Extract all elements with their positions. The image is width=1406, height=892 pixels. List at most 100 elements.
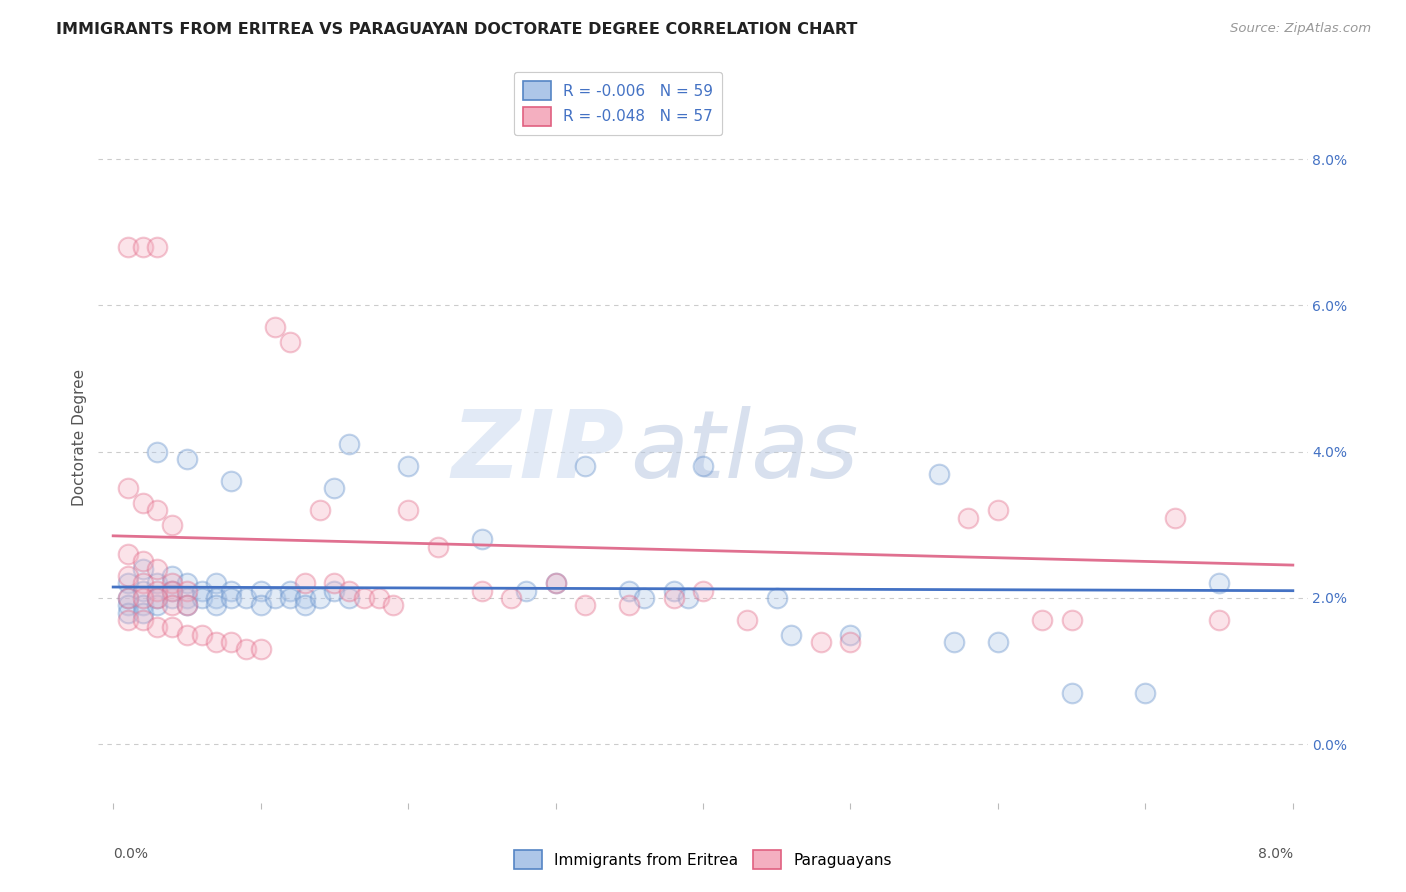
Point <box>160 576 183 591</box>
Point <box>131 240 153 254</box>
Point <box>117 240 139 254</box>
Point <box>131 576 153 591</box>
Point <box>574 459 596 474</box>
Point <box>146 599 169 613</box>
Point <box>176 576 198 591</box>
Point <box>235 591 257 605</box>
Point <box>219 583 242 598</box>
Point <box>176 583 198 598</box>
Y-axis label: Doctorate Degree: Doctorate Degree <box>72 368 87 506</box>
Point <box>249 583 271 598</box>
Text: 8.0%: 8.0% <box>1258 847 1294 861</box>
Point <box>131 583 153 598</box>
Point <box>337 583 360 598</box>
Point <box>633 591 655 605</box>
Point <box>1135 686 1157 700</box>
Point <box>131 613 153 627</box>
Point <box>692 459 714 474</box>
Point <box>323 481 346 495</box>
Point <box>160 583 183 598</box>
Point <box>176 452 198 467</box>
Point <box>1208 613 1230 627</box>
Point <box>382 599 405 613</box>
Point <box>987 503 1010 517</box>
Point <box>176 599 198 613</box>
Point <box>219 474 242 488</box>
Point <box>942 635 965 649</box>
Point <box>544 576 567 591</box>
Point <box>146 576 169 591</box>
Point <box>146 591 169 605</box>
Point <box>353 591 375 605</box>
Point <box>205 576 228 591</box>
Point <box>146 591 169 605</box>
Point <box>131 554 153 568</box>
Point <box>396 503 419 517</box>
Point <box>131 591 153 605</box>
Point <box>264 320 287 334</box>
Point <box>176 591 198 605</box>
Point <box>780 627 803 641</box>
Point <box>471 583 494 598</box>
Point <box>928 467 950 481</box>
Point <box>146 503 169 517</box>
Point <box>190 627 212 641</box>
Point <box>160 517 183 532</box>
Point <box>176 627 198 641</box>
Point <box>294 591 316 605</box>
Point <box>692 583 714 598</box>
Point <box>146 562 169 576</box>
Text: IMMIGRANTS FROM ERITREA VS PARAGUAYAN DOCTORATE DEGREE CORRELATION CHART: IMMIGRANTS FROM ERITREA VS PARAGUAYAN DO… <box>56 22 858 37</box>
Point <box>278 591 301 605</box>
Point <box>278 583 301 598</box>
Legend: Immigrants from Eritrea, Paraguayans: Immigrants from Eritrea, Paraguayans <box>508 844 898 875</box>
Text: Source: ZipAtlas.com: Source: ZipAtlas.com <box>1230 22 1371 36</box>
Text: 0.0%: 0.0% <box>112 847 148 861</box>
Point <box>662 591 685 605</box>
Point <box>1060 613 1083 627</box>
Point <box>219 635 242 649</box>
Point <box>131 562 153 576</box>
Point <box>249 599 271 613</box>
Point <box>117 606 139 620</box>
Point <box>117 591 139 605</box>
Point <box>619 583 641 598</box>
Point <box>131 496 153 510</box>
Point <box>205 599 228 613</box>
Point <box>957 510 980 524</box>
Point <box>1164 510 1187 524</box>
Point <box>323 576 346 591</box>
Point <box>471 533 494 547</box>
Point <box>146 620 169 634</box>
Point <box>839 635 862 649</box>
Point <box>1060 686 1083 700</box>
Point <box>190 583 212 598</box>
Point <box>278 334 301 349</box>
Point <box>117 576 139 591</box>
Point <box>160 599 183 613</box>
Legend: R = -0.006   N = 59, R = -0.048   N = 57: R = -0.006 N = 59, R = -0.048 N = 57 <box>515 71 723 136</box>
Point <box>619 599 641 613</box>
Point <box>160 591 183 605</box>
Point <box>117 569 139 583</box>
Text: atlas: atlas <box>630 406 859 497</box>
Point <box>219 591 242 605</box>
Point <box>308 503 330 517</box>
Point <box>323 583 346 598</box>
Point <box>574 599 596 613</box>
Point <box>176 599 198 613</box>
Point <box>1208 576 1230 591</box>
Point <box>396 459 419 474</box>
Point <box>131 606 153 620</box>
Point <box>160 583 183 598</box>
Point <box>146 240 169 254</box>
Point <box>249 642 271 657</box>
Point <box>205 591 228 605</box>
Point <box>735 613 758 627</box>
Point <box>264 591 287 605</box>
Point <box>544 576 567 591</box>
Point <box>160 620 183 634</box>
Point <box>294 599 316 613</box>
Point <box>131 599 153 613</box>
Point <box>839 627 862 641</box>
